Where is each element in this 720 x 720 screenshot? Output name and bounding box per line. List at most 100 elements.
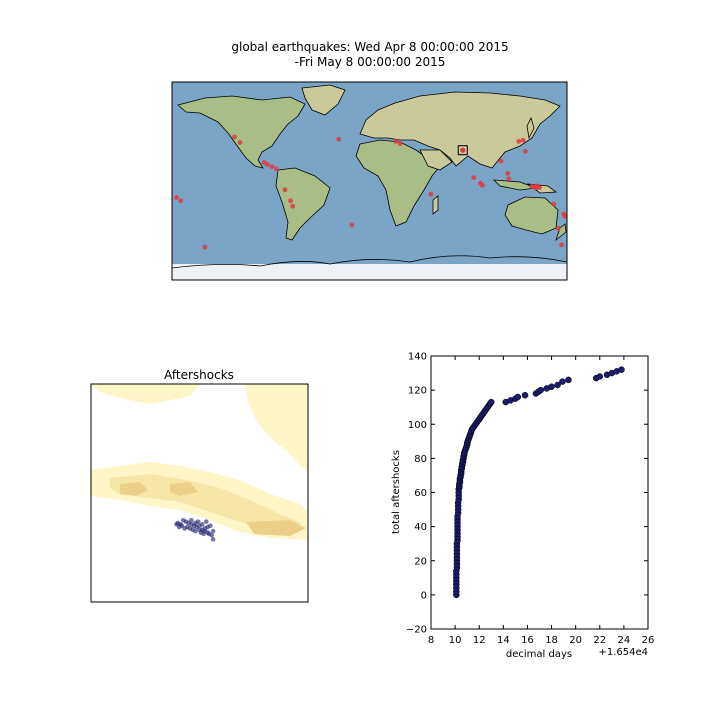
quake-point [269,164,275,170]
figure-title-line2: -Fri May 8 00:00:00 2015 [294,55,446,69]
x-axis-ticks: 8 10 12 14 16 18 20 22 24 26 [428,356,655,646]
aftershock-point [210,537,216,542]
mainshock-highlight-box [457,145,468,156]
quake-point [516,139,522,144]
quake-point [397,141,403,147]
y-axis-label: total aftershocks [391,450,402,534]
cumulative-point [618,366,625,373]
x-tick-label: 20 [569,635,582,646]
land-australia [504,196,559,235]
aftershock-point [201,531,206,537]
land-madagascar [432,195,439,215]
aftershock-point [182,526,187,531]
quake-point [551,201,557,207]
aftershock-density-map [91,384,308,540]
aftershock-point [203,519,209,524]
quake-point [173,195,179,200]
aftershock-point [209,532,215,538]
quake-point [537,185,542,191]
x-axis-offset-label: +1.654e4 [598,647,648,658]
density-belt-mid [110,474,300,532]
quake-point [428,191,434,197]
cumulative-point [521,391,529,399]
quake-point [265,162,270,167]
x-tick-label: 22 [593,635,606,646]
cumulative-point [596,373,604,380]
quake-point [232,134,237,140]
quake-point [520,137,526,143]
x-tick-label: 10 [449,635,462,646]
aftershock-point [210,528,216,534]
y-tick-label: 80 [414,454,427,465]
cumulative-point [559,378,566,385]
y-tick-label: 20 [414,556,427,567]
quake-point [480,183,485,188]
x-tick-label: 18 [545,635,558,646]
map-land [177,84,567,242]
quake-point [178,198,184,204]
cumulative-point [537,386,544,394]
aftershocks-panel: Aftershocks [90,368,309,603]
aftershocks-frame [90,383,309,603]
quake-point [559,242,564,248]
map-antarctica-edge [172,255,567,269]
world-map-panel [171,81,568,281]
map-frame [171,81,568,281]
quake-point [290,203,296,209]
density-north-east [245,384,308,470]
y-tick-label: 0 [421,590,427,601]
aftershock-point [189,517,194,523]
quake-markers [173,134,567,250]
land-africa [355,139,441,227]
map-antarctica [172,264,567,280]
y-tick-label: 40 [414,522,427,533]
quake-point [237,140,243,145]
land-arabia [419,149,453,171]
aftershock-point [193,528,198,534]
quake-point [393,139,399,144]
quake-point [471,175,477,181]
density-northwest [91,384,200,404]
quake-point [505,170,511,176]
land-south-america [275,167,331,241]
x-tick-label: 16 [521,635,534,646]
x-tick-label: 14 [497,635,510,646]
x-tick-label: 24 [618,635,631,646]
quake-point [349,222,355,228]
land-japan [526,116,535,140]
x-tick-label: 26 [642,635,655,646]
quake-point [506,176,512,182]
quake-point [522,148,528,154]
cumulative-points [453,366,625,599]
aftershocks-title: Aftershocks [164,368,234,382]
land-north-america [177,95,306,169]
quake-point [273,166,279,172]
land-indonesia [492,179,537,191]
quake-point [282,187,288,193]
cumulative-point [565,376,572,384]
y-tick-label: 140 [408,352,427,363]
quake-point [498,158,504,164]
quake-point [202,244,208,250]
cumulative-point [554,381,561,389]
land-eurasia [359,91,561,169]
cumulative-point [514,393,522,401]
y-tick-label: 120 [408,386,427,397]
aftershock-point [193,520,198,526]
figure-title-line1: global earthquakes: Wed Apr 8 00:00:00 2… [231,40,509,54]
quake-point [336,136,342,142]
y-tick-label: 100 [408,420,427,431]
aftershock-point [174,522,179,527]
aftershock-point [208,523,213,528]
x-axis-label: decimal days [506,649,572,660]
cumulative-panel: 8 10 12 14 16 18 20 22 24 26 −20 0 20 40 60 80 100 120 14… [391,352,654,661]
figure-title: global earthquakes: Wed Apr 8 00:00:00 2… [0,40,720,70]
density-patch-2 [170,482,198,496]
aftershock-point [199,527,205,533]
aftershock-point [199,522,205,527]
x-tick-label: 8 [428,635,434,646]
y-axis-ticks: −20 0 20 40 60 80 100 120 140 [406,352,648,636]
y-tick-label: −20 [406,625,427,636]
land-new-zealand [555,223,567,242]
